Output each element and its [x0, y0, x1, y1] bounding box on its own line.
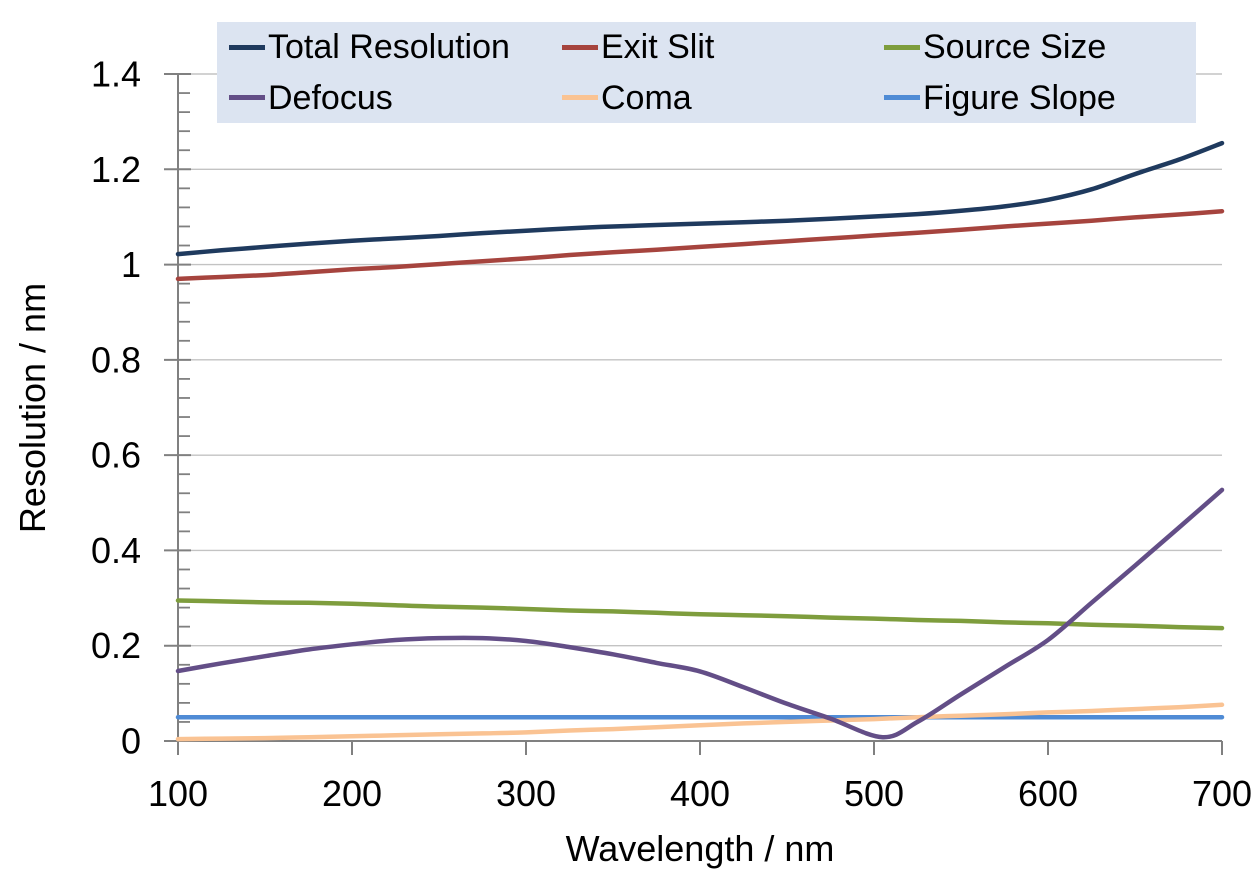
- legend-swatch-total-resolution: [229, 44, 265, 50]
- x-tick-label: 100: [148, 773, 208, 814]
- legend-label: Source Size: [923, 28, 1107, 67]
- y-tick-label: 1.4: [91, 54, 141, 95]
- series-line-defocus: [175, 487, 1225, 740]
- legend-swatch-exit-slit: [562, 44, 598, 50]
- legend-label: Defocus: [268, 78, 393, 117]
- legend-label: Exit Slit: [601, 28, 715, 67]
- x-tick-label: 400: [670, 773, 730, 814]
- y-tick-label: 1.2: [91, 149, 141, 190]
- legend-item-source-size: Source Size: [884, 30, 1196, 64]
- legend-swatch-figure-slope: [884, 95, 920, 101]
- legend-item-total-resolution: Total Resolution: [229, 30, 562, 64]
- y-tick-label: 0.4: [91, 530, 141, 571]
- x-tick-label: 200: [322, 773, 382, 814]
- legend-item-figure-slope: Figure Slope: [884, 81, 1196, 115]
- y-tick-label: 0.2: [91, 625, 141, 666]
- x-axis-title: Wavelength / nm: [565, 828, 835, 869]
- legend-item-defocus: Defocus: [229, 81, 562, 115]
- chart-legend: Total Resolution Exit Slit Source Size D…: [217, 22, 1196, 123]
- legend-label: Total Resolution: [268, 28, 510, 67]
- y-axis-title: Resolution / nm: [12, 282, 53, 534]
- series-line-exit-slit: [175, 208, 1225, 282]
- legend-item-exit-slit: Exit Slit: [562, 30, 884, 64]
- legend-label: Figure Slope: [923, 78, 1116, 117]
- series-line-coma: [175, 702, 1225, 742]
- legend-item-coma: Coma: [562, 81, 884, 115]
- series-line-source-size: [175, 598, 1225, 631]
- y-tick-label: 1: [121, 244, 141, 285]
- x-tick-label: 700: [1192, 773, 1252, 814]
- y-tick-label: 0: [121, 721, 141, 762]
- x-tick-label: 300: [496, 773, 556, 814]
- legend-label: Coma: [601, 78, 692, 117]
- legend-swatch-source-size: [884, 44, 920, 50]
- y-tick-label: 0.8: [91, 339, 141, 380]
- series-line-total-resolution: [175, 140, 1225, 257]
- legend-swatch-defocus: [229, 95, 265, 101]
- legend-swatch-coma: [562, 95, 598, 101]
- x-tick-label: 500: [844, 773, 904, 814]
- x-tick-label: 600: [1018, 773, 1078, 814]
- y-tick-label: 0.6: [91, 435, 141, 476]
